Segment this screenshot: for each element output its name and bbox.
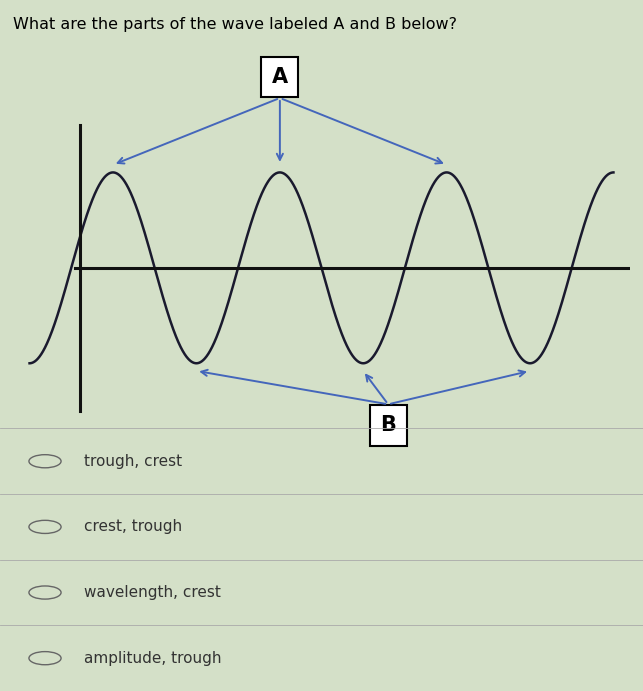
Text: crest, trough: crest, trough bbox=[84, 520, 182, 534]
Text: wavelength, crest: wavelength, crest bbox=[84, 585, 221, 600]
Text: What are the parts of the wave labeled A and B below?: What are the parts of the wave labeled A… bbox=[13, 17, 457, 32]
Text: A: A bbox=[272, 67, 288, 87]
Text: trough, crest: trough, crest bbox=[84, 454, 182, 468]
Text: B: B bbox=[380, 415, 396, 435]
Text: amplitude, trough: amplitude, trough bbox=[84, 651, 221, 665]
